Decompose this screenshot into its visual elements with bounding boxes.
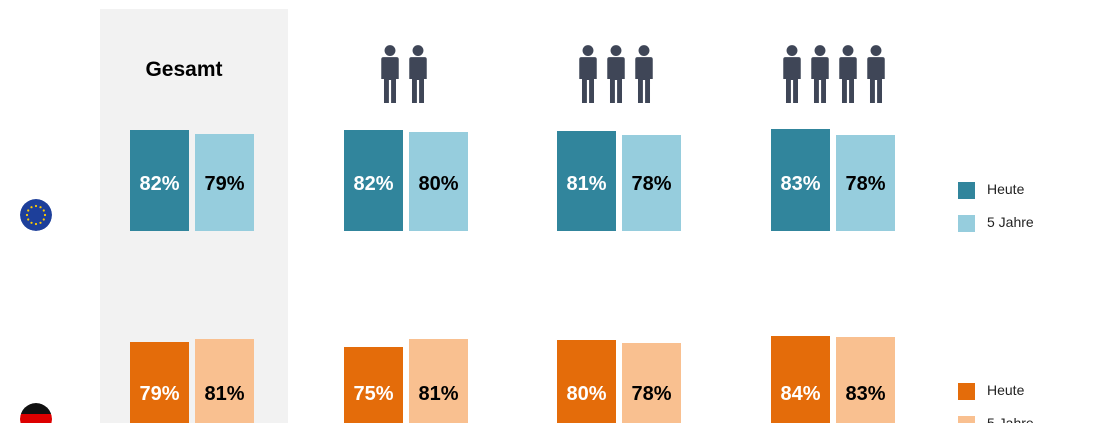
bar-value-label: 84% [780, 383, 821, 405]
person-icon [635, 45, 653, 103]
person-icon [783, 45, 801, 103]
bar-value-label: 80% [566, 383, 607, 405]
person-icon [579, 45, 597, 103]
gesamt-title: Gesamt [145, 58, 223, 81]
bar-heute-de-1: 75% [344, 347, 403, 423]
bar-value-label: 83% [845, 383, 886, 405]
person-icon [381, 45, 399, 103]
bar-value-label: 79% [204, 173, 245, 195]
bar-5-jahre-de-0: 81% [195, 339, 254, 423]
legend-label: 5 Jahre [987, 415, 1034, 423]
person-icon [607, 45, 625, 103]
eu-flag-icon [20, 199, 52, 231]
germany-flag-icon [20, 403, 52, 423]
bar-heute-eu-2: 81% [557, 131, 616, 231]
bar-5-jahre-de-1: 81% [409, 339, 468, 423]
legend-swatch-heute [958, 383, 975, 400]
bar-5-jahre-eu-2: 78% [622, 135, 681, 231]
legend-swatch-5-jahre [958, 215, 975, 232]
bar-value-label: 78% [845, 173, 886, 195]
bar-5-jahre-eu-1: 80% [409, 132, 468, 231]
legend-label: 5 Jahre [987, 214, 1034, 230]
bar-5-jahre-de-3: 83% [836, 337, 895, 423]
bar-value-label: 83% [780, 173, 821, 195]
bar-5-jahre-de-2: 78% [622, 343, 681, 423]
person-icon [867, 45, 885, 103]
bar-heute-de-0: 79% [130, 342, 189, 423]
bar-heute-de-2: 80% [557, 340, 616, 423]
bar-value-label: 81% [204, 383, 245, 405]
legend-swatch-heute [958, 182, 975, 199]
bar-value-label: 81% [418, 383, 459, 405]
bar-5-jahre-eu-3: 78% [836, 135, 895, 231]
bar-value-label: 82% [353, 173, 394, 195]
bar-value-label: 78% [631, 173, 672, 195]
legend-label: Heute [987, 382, 1025, 398]
legend-label: Heute [987, 181, 1025, 197]
bar-value-label: 81% [566, 173, 607, 195]
bar-heute-eu-3: 83% [771, 129, 830, 231]
bar-heute-de-3: 84% [771, 336, 830, 423]
bar-5-jahre-eu-0: 79% [195, 134, 254, 231]
bar-heute-eu-1: 82% [344, 130, 403, 231]
person-icon [839, 45, 857, 103]
person-icon [409, 45, 427, 103]
legend-swatch-5-jahre [958, 416, 975, 423]
bar-value-label: 75% [353, 383, 394, 405]
bar-value-label: 80% [418, 173, 459, 195]
bar-value-label: 78% [631, 383, 672, 405]
bar-heute-eu-0: 82% [130, 130, 189, 231]
bar-value-label: 79% [139, 383, 180, 405]
person-icon [811, 45, 829, 103]
bar-value-label: 82% [139, 173, 180, 195]
